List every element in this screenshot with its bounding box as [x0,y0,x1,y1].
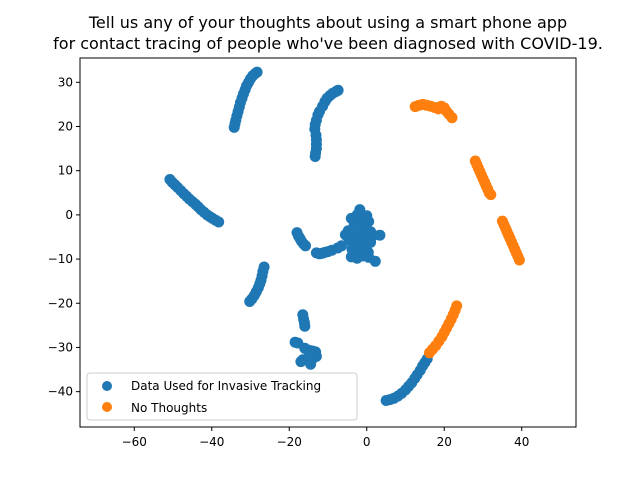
y-tick-label: 30 [58,75,73,89]
chart-title-line-2: for contact tracing of people who've bee… [53,34,603,53]
legend-marker-invasive-tracking [102,381,112,391]
data-point-series-0-65 [336,240,348,252]
data-point-series-1-34 [513,254,525,266]
y-tick-label: −40 [48,385,73,399]
y-tick-label: −30 [48,340,73,354]
data-point-series-0-15 [251,66,263,78]
data-point-series-1-11 [446,112,458,124]
data-point-series-0-113 [299,320,311,332]
x-tick-label: 20 [437,435,452,449]
y-tick-label: −10 [48,252,73,266]
legend-label-no-thoughts: No Thoughts [131,401,207,415]
x-tick-label: 40 [514,435,529,449]
y-tick-label: −20 [48,296,73,310]
data-point-series-0-96 [369,255,381,267]
series-0 [164,66,433,406]
data-point-series-0-57 [300,240,311,252]
x-axis: −60 −40 −20 0 20 40 [122,427,529,449]
legend-label-invasive-tracking: Data Used for Invasive Tracking [131,379,321,393]
data-point-series-1-46 [451,300,463,312]
data-point-series-0-109 [244,296,256,307]
data-point-series-1-22 [485,189,497,201]
plot-frame [79,57,577,428]
y-tick-label: 10 [58,164,73,178]
data-point-series-0-33 [332,84,344,96]
x-tick-label: −20 [277,435,302,449]
x-tick-label: −60 [122,435,147,449]
data-point-series-0-51 [213,216,225,228]
legend: Data Used for Invasive Tracking No Thoug… [86,372,358,421]
data-point-series-0-125 [305,358,317,370]
data-point-series-0-99 [361,229,373,241]
chart-title-line-1: Tell us any of your thoughts about using… [88,13,567,32]
y-tick-label: 0 [65,208,73,222]
series-1 [409,98,525,359]
data-point-series-0-84 [343,235,355,246]
x-tick-label: 0 [363,435,371,449]
y-axis: −40 −30 −20 −10 0 10 20 30 [48,75,80,399]
x-tick-label: −40 [199,435,224,449]
legend-box [86,372,358,421]
points-layer [164,66,525,406]
legend-marker-no-thoughts [102,402,112,412]
y-tick-label: 20 [58,119,73,133]
data-point-series-0-98 [356,218,368,230]
data-point-series-0-80 [374,229,386,241]
